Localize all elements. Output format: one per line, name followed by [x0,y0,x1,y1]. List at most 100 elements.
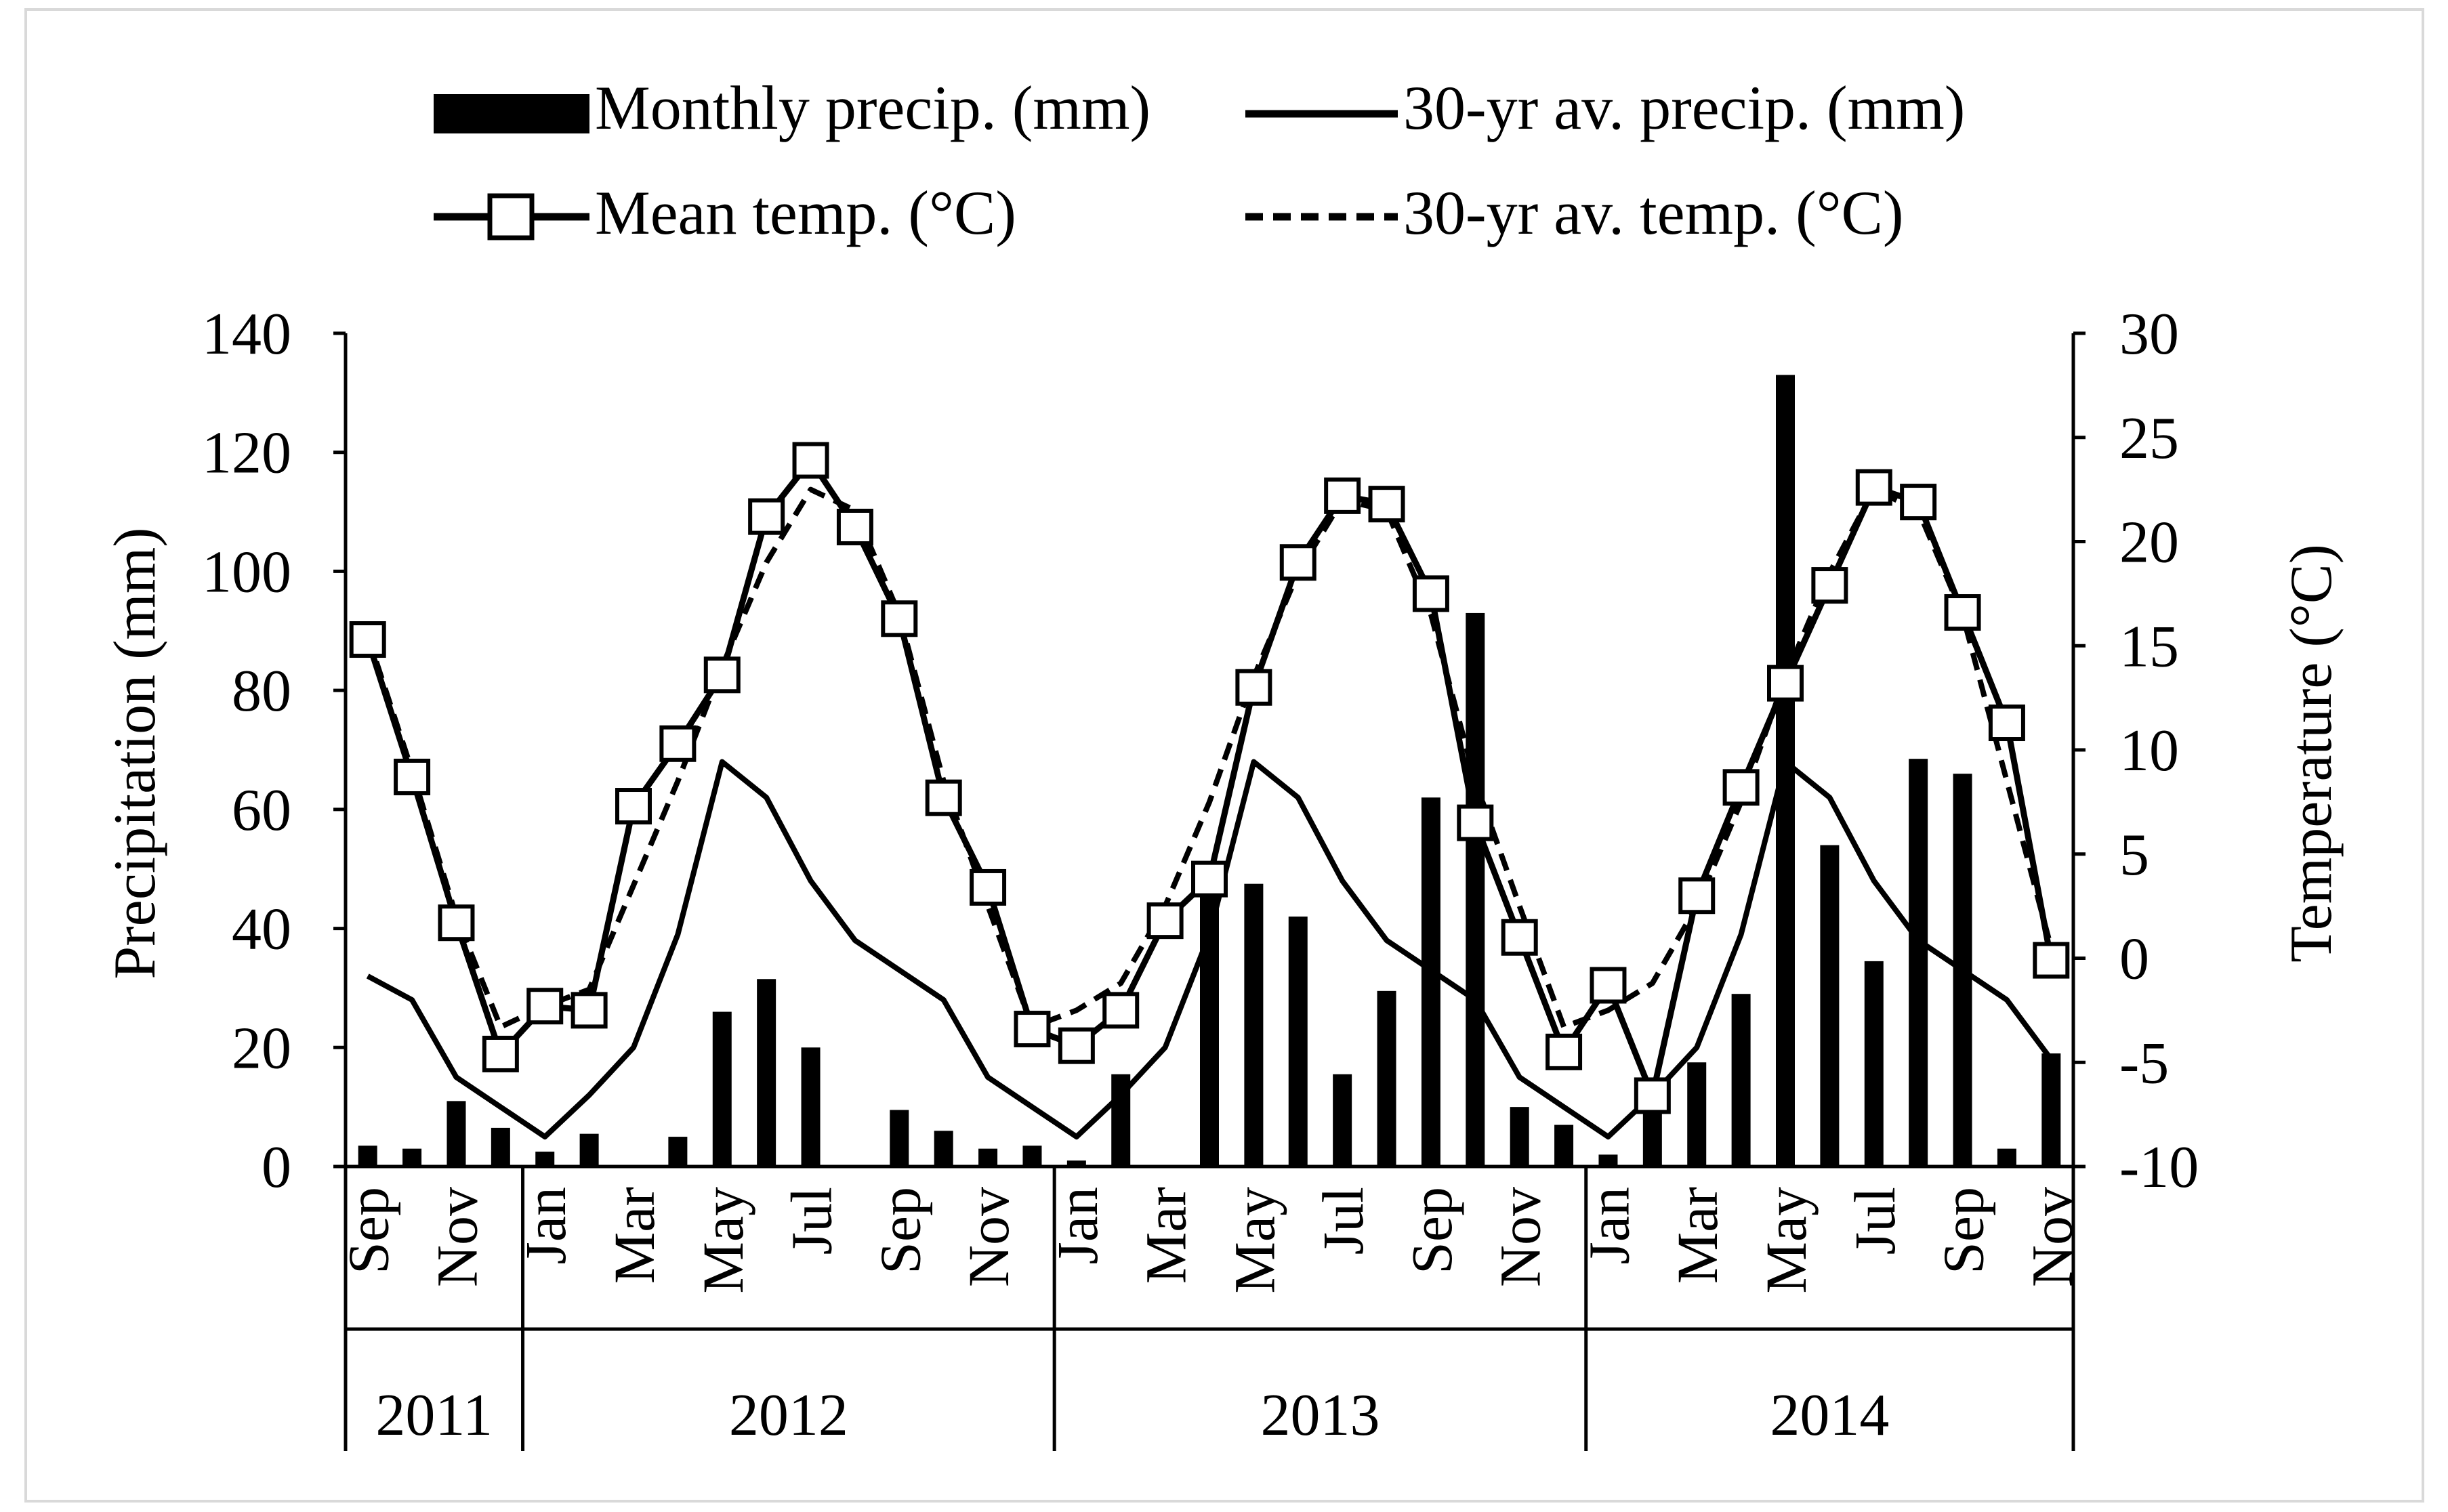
mean-temp-marker [1368,486,1405,523]
mean-temp-marker [1811,567,1848,604]
y-right-tick-label: 25 [2119,406,2179,471]
precip-bar [1288,917,1308,1167]
precip-bar [1820,845,1840,1167]
precip-bar [1377,990,1396,1167]
year-label: 2011 [375,1383,493,1448]
precip-bar [934,1131,953,1167]
x-month-label: Nov [956,1187,1021,1287]
legend-item-avg-temp: 30-yr av. temp. (°C) [1245,178,1904,247]
y-right-tick-label: 20 [2119,510,2179,576]
mean-temp-marker [1944,594,1981,631]
mean-temp-marker [1900,484,1937,521]
mean-temp-marker [1988,705,2025,742]
y-left-tick-label: 120 [202,421,291,486]
legend-swatch-bar [434,94,589,133]
mean-temp-marker [881,600,918,637]
x-month-label: Mar [1134,1187,1199,1284]
mean-temp-marker [836,508,873,545]
mean-temp-marker [748,498,785,535]
x-month-label: Mar [1665,1187,1730,1284]
mean-temp-marker [1058,1027,1095,1064]
mean-temp-marker [1501,919,1538,956]
year-label: 2012 [729,1383,848,1448]
x-month-label: Jul [1842,1187,1907,1255]
mean-temp-marker [570,992,608,1029]
y-right-tick-label: -10 [2119,1135,2199,1200]
legend-label-monthly-precip: Monthly precip. (mm) [595,73,1150,142]
year-label: 2014 [1770,1383,1889,1448]
precip-bar [358,1146,377,1167]
mean-temp-marker [1191,860,1228,898]
legend-item-mean-temp: Mean temp. (°C) [434,178,1016,247]
mean-temp-marker [1634,1077,1671,1114]
precip-bar [1864,961,1884,1167]
precip-bar [1333,1074,1352,1167]
y-right-tick-label: 30 [2119,301,2179,367]
mean-temp-marker [394,758,431,795]
precip-bar [1244,883,1264,1167]
legend-swatch-square-marker [487,193,535,240]
mean-temp-marker [703,656,741,694]
precip-bar [1066,1160,1086,1167]
precip-bar [1510,1107,1529,1167]
mean-temp-marker [1590,967,1627,1004]
y-right-tick-label: 0 [2119,927,2149,992]
avg-temp-line [365,486,2054,1030]
precip-bar [579,1133,599,1167]
x-month-label: May [1222,1187,1287,1294]
y-left-tick-label: 140 [202,301,291,367]
precip-bar [712,1011,732,1167]
mean-temp-marker [1235,669,1272,706]
precip-bar [978,1148,998,1167]
mean-temp-marker [970,868,1007,906]
precip-bar [535,1152,555,1167]
mean-temp-marker [925,779,962,816]
mean-temp-marker [1545,1033,1583,1070]
y-right-tick-label: -5 [2119,1030,2169,1096]
precip-bar [1687,1062,1707,1167]
legend-label-avg-temp: 30-yr av. temp. (°C) [1403,178,1904,247]
mean-temp-marker [792,442,829,479]
x-month-label: Sep [867,1187,932,1274]
y-right-axis-title: Temperature (°C) [2279,544,2344,963]
precip-bar [1909,759,1928,1167]
y-right-tick-label: 15 [2119,614,2179,679]
mean-temp-marker [526,988,564,1025]
precip-bar [1466,612,1485,1167]
y-left-axis-title: Precipitation (mm) [102,527,168,979]
mean-temp-marker [349,621,386,658]
mean-temp-marker [482,1035,519,1072]
x-month-label: Nov [1488,1187,1553,1287]
precip-bar [402,1148,422,1167]
mean-temp-marker [1767,665,1804,702]
y-left-tick-label: 40 [232,897,291,963]
mean-temp-marker [659,725,697,762]
legend-item-monthly-precip: Monthly precip. (mm) [434,73,1150,142]
precip-bar [1421,797,1440,1167]
precip-bar [1598,1154,1618,1167]
precip-bar [1731,994,1751,1167]
precip-bar [447,1101,466,1167]
mean-temp-marker [2033,942,2070,979]
mean-temp-marker [1146,902,1184,940]
legend-item-avg-precip: 30-yr av. precip. (mm) [1245,73,1965,142]
precip-bar [801,1047,821,1167]
y-left-tick-label: 20 [232,1015,291,1081]
y-left-tick-label: 80 [232,658,291,724]
x-month-label: Sep [1399,1187,1464,1274]
mean-temp-marker [1014,1011,1051,1048]
mean-temp-marker [1279,544,1316,581]
avg-precip-line [366,759,2054,1140]
mean-temp-marker [1457,804,1494,841]
mean-temp-marker [1855,469,1892,506]
legend-label-avg-precip: 30-yr av. precip. (mm) [1403,73,1965,142]
precip-bar [1022,1146,1042,1167]
x-month-label: Jul [1310,1187,1375,1255]
legend-label-mean-temp: Mean temp. (°C) [595,178,1016,247]
mean-temp-marker [1678,877,1716,915]
y-left-tick-label: 100 [202,539,291,605]
year-label: 2013 [1260,1383,1379,1448]
mean-temp-marker [615,788,652,825]
